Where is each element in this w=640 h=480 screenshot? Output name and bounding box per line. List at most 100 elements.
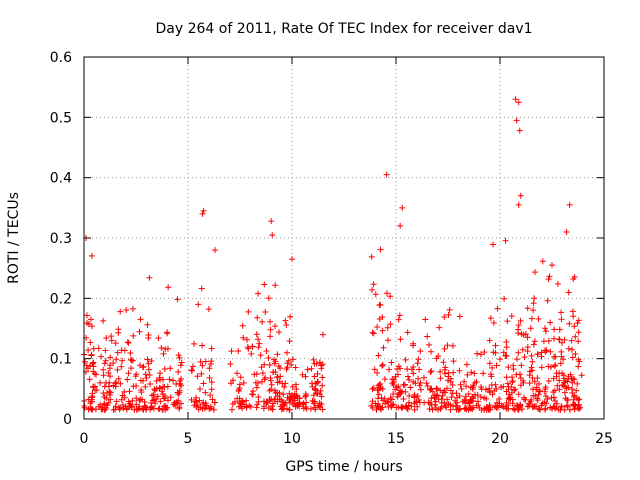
data-point bbox=[405, 373, 412, 380]
data-point bbox=[245, 308, 252, 315]
data-point bbox=[428, 395, 435, 402]
data-point bbox=[259, 318, 266, 325]
data-point bbox=[252, 379, 259, 386]
data-point bbox=[100, 390, 107, 397]
data-point bbox=[440, 389, 447, 396]
data-point bbox=[208, 386, 215, 393]
x-axis-title: GPS time / hours bbox=[285, 459, 402, 475]
data-point bbox=[103, 335, 110, 342]
data-point bbox=[474, 392, 481, 399]
data-point bbox=[316, 403, 323, 410]
data-point bbox=[504, 318, 511, 325]
data-point bbox=[88, 396, 95, 403]
data-point bbox=[272, 323, 279, 330]
data-point bbox=[312, 380, 319, 387]
data-point bbox=[157, 398, 164, 405]
data-point bbox=[493, 362, 500, 369]
data-point bbox=[210, 406, 217, 413]
data-point bbox=[107, 389, 114, 396]
data-point bbox=[91, 383, 98, 390]
data-point bbox=[508, 389, 515, 396]
data-point bbox=[428, 367, 435, 374]
data-point bbox=[85, 321, 92, 328]
data-point bbox=[530, 307, 537, 314]
data-point bbox=[202, 358, 209, 365]
data-point bbox=[410, 342, 417, 349]
data-point bbox=[503, 344, 510, 351]
data-point bbox=[505, 364, 512, 371]
data-point bbox=[395, 316, 402, 323]
data-point bbox=[200, 399, 207, 406]
data-point bbox=[533, 384, 540, 391]
data-point bbox=[534, 375, 541, 382]
data-point bbox=[463, 361, 470, 368]
data-point bbox=[535, 380, 542, 387]
data-point bbox=[558, 403, 565, 410]
data-point bbox=[253, 331, 260, 338]
data-point bbox=[148, 357, 155, 364]
data-point bbox=[445, 311, 452, 318]
data-point bbox=[293, 386, 300, 393]
data-point bbox=[501, 295, 508, 302]
data-point bbox=[517, 192, 524, 199]
data-point bbox=[389, 402, 396, 409]
data-point bbox=[283, 349, 290, 356]
data-point bbox=[196, 397, 203, 404]
y-tick-label: 0 bbox=[63, 412, 72, 428]
data-point bbox=[146, 372, 153, 379]
data-point bbox=[492, 381, 499, 388]
data-point bbox=[138, 389, 145, 396]
data-point bbox=[166, 376, 173, 383]
data-point bbox=[574, 319, 581, 326]
data-point bbox=[121, 394, 128, 401]
data-point bbox=[404, 406, 411, 413]
data-point bbox=[564, 397, 571, 404]
data-point bbox=[164, 329, 171, 336]
data-point bbox=[495, 404, 502, 411]
data-point bbox=[302, 373, 309, 380]
data-point bbox=[409, 366, 416, 373]
data-point bbox=[560, 372, 567, 379]
data-point bbox=[140, 363, 147, 370]
data-point bbox=[374, 403, 381, 410]
data-point bbox=[133, 395, 140, 402]
data-point bbox=[199, 210, 206, 217]
data-point bbox=[510, 366, 517, 373]
data-point bbox=[202, 389, 209, 396]
data-point bbox=[432, 402, 439, 409]
data-point bbox=[133, 401, 140, 408]
data-point bbox=[289, 356, 296, 363]
data-point bbox=[397, 222, 404, 229]
data-point bbox=[314, 370, 321, 377]
data-point bbox=[575, 317, 582, 324]
data-point bbox=[277, 373, 284, 380]
x-tick-label: 5 bbox=[184, 431, 193, 447]
data-point bbox=[551, 363, 558, 370]
data-point bbox=[319, 331, 326, 338]
data-point bbox=[542, 325, 549, 332]
data-point bbox=[250, 388, 257, 395]
data-point bbox=[503, 338, 510, 345]
data-point bbox=[491, 387, 498, 394]
data-point bbox=[428, 385, 435, 392]
data-point bbox=[164, 383, 171, 390]
data-point bbox=[88, 323, 95, 330]
data-point bbox=[274, 393, 281, 400]
data-point bbox=[81, 358, 88, 365]
data-point bbox=[569, 401, 576, 408]
data-point bbox=[577, 404, 584, 411]
data-point bbox=[259, 370, 266, 377]
data-point bbox=[172, 402, 179, 409]
x-tick-label: 15 bbox=[387, 431, 405, 447]
data-point bbox=[103, 402, 110, 409]
y-tick-label: 0.3 bbox=[50, 231, 72, 247]
data-point bbox=[160, 350, 167, 357]
data-point bbox=[87, 339, 94, 346]
data-point bbox=[528, 364, 535, 371]
data-point bbox=[508, 384, 515, 391]
data-point bbox=[85, 347, 92, 354]
data-point bbox=[517, 317, 524, 324]
data-point bbox=[257, 352, 264, 359]
data-point bbox=[492, 403, 499, 410]
data-point bbox=[531, 378, 538, 385]
